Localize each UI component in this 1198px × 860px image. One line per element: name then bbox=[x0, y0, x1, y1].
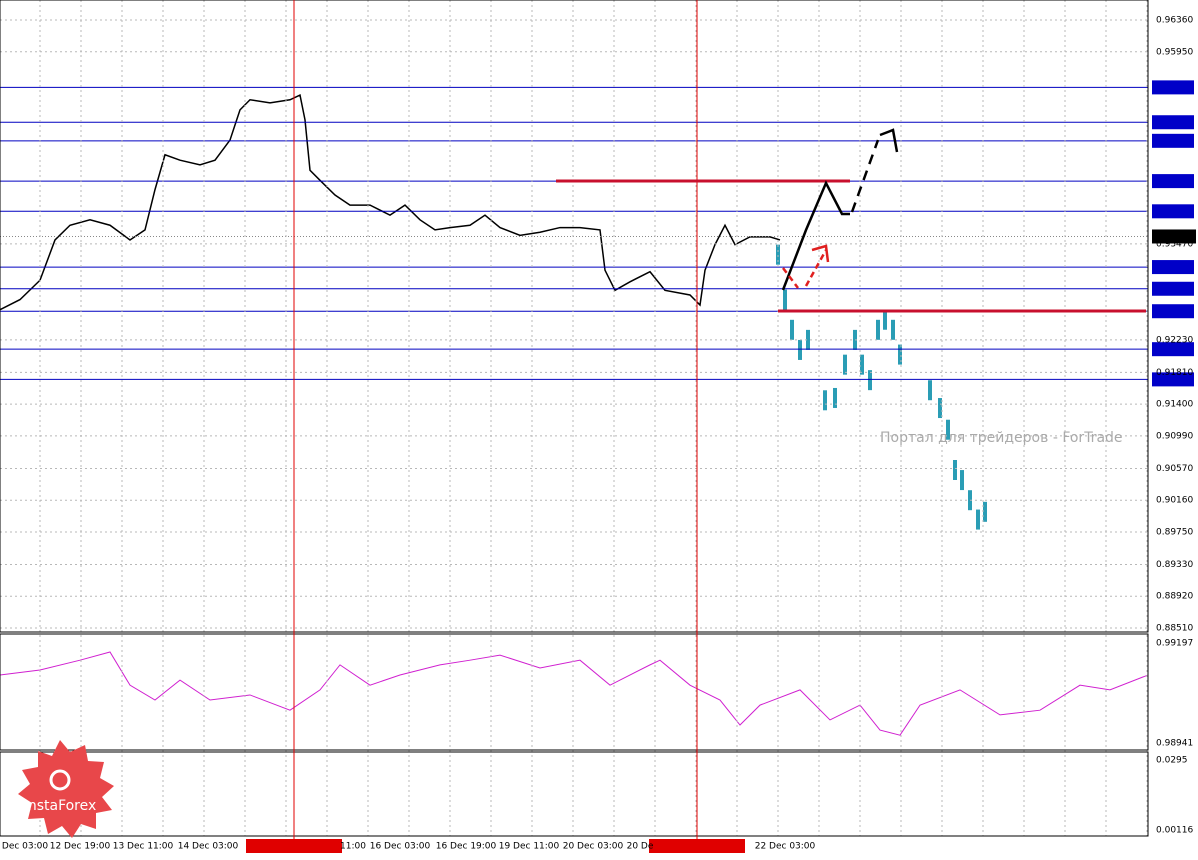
forecast-bar bbox=[891, 319, 895, 340]
y-tick-label: 0.89330 bbox=[1156, 560, 1193, 570]
y-tick-label: 0.90160 bbox=[1156, 496, 1193, 506]
y-tick-label: 0.00116 bbox=[1156, 826, 1193, 836]
forecast-bar bbox=[798, 339, 802, 360]
y-tick-label: 0.91400 bbox=[1156, 400, 1193, 410]
scenario-arrow bbox=[850, 139, 880, 213]
forecast-bar bbox=[876, 319, 880, 340]
y-tick-label: 0.90570 bbox=[1156, 464, 1193, 474]
x-tick-label: 12 Dec 19:00 bbox=[50, 842, 111, 852]
current-box bbox=[1152, 229, 1196, 244]
logo-text: InstaForex bbox=[24, 798, 97, 814]
forecast-bar bbox=[868, 370, 872, 391]
level-box bbox=[1152, 115, 1194, 130]
forecast-bar bbox=[938, 398, 942, 419]
scenario-arrow bbox=[781, 180, 850, 291]
forecast-bar bbox=[860, 354, 864, 375]
y-tick-label: 0.93470 bbox=[1156, 239, 1193, 249]
y-tick-label: 0.91810 bbox=[1156, 368, 1193, 378]
volume-panel bbox=[0, 751, 1149, 837]
y-tick-label: 0.99197 bbox=[1156, 639, 1193, 649]
x-tick-label: 16 Dec 03:00 bbox=[370, 842, 431, 852]
forecast-bar bbox=[806, 329, 810, 350]
x-tick-label: 13 Dec 11:00 bbox=[113, 842, 174, 852]
logo: InstaForex bbox=[18, 740, 114, 838]
forecast-bar bbox=[898, 344, 902, 365]
forecast-bar bbox=[928, 380, 932, 401]
forecast-bar bbox=[976, 509, 980, 530]
forecast-bar bbox=[883, 309, 887, 330]
forecast-bar bbox=[960, 470, 964, 491]
forecast-bar bbox=[946, 419, 950, 440]
x-tick-label: 22 Dec 03:00 bbox=[755, 842, 816, 852]
y-tick-label: 0.95950 bbox=[1156, 47, 1193, 57]
x-tick-label: 20 De bbox=[627, 842, 654, 852]
forecast-bar bbox=[823, 390, 827, 411]
logo-icon bbox=[49, 769, 71, 791]
arrow-head bbox=[879, 128, 899, 153]
marker-box bbox=[246, 839, 342, 853]
logo-badge bbox=[18, 740, 114, 838]
level-box bbox=[1152, 80, 1194, 95]
indicator-line bbox=[0, 651, 1149, 736]
x-tick-label: 19 Dec 11:00 bbox=[499, 842, 560, 852]
main-panel bbox=[0, 0, 1149, 633]
scenario-arrow-red bbox=[782, 267, 799, 289]
y-tick-label: 0.89750 bbox=[1156, 527, 1193, 537]
forecast-bar bbox=[783, 289, 787, 310]
level-box bbox=[1152, 281, 1194, 296]
level-box bbox=[1152, 260, 1194, 275]
forecast-bar bbox=[843, 354, 847, 375]
y-tick-label: 0.0295 bbox=[1156, 756, 1188, 766]
level-box bbox=[1152, 372, 1194, 387]
y-tick-label: 0.92230 bbox=[1156, 335, 1193, 345]
forecast-bar bbox=[983, 501, 987, 522]
y-tick-label: 0.88510 bbox=[1156, 624, 1193, 634]
indicator-panel bbox=[0, 633, 1149, 751]
y-tick-label: 0.90990 bbox=[1156, 431, 1193, 441]
y-tick-label: 0.96360 bbox=[1156, 16, 1193, 26]
level-box bbox=[1152, 342, 1194, 357]
forecast-bar bbox=[790, 319, 794, 340]
forecast-bar bbox=[833, 387, 837, 408]
forecast-bar bbox=[953, 459, 957, 480]
watermark: Портал для трейдеров - ForTrade bbox=[880, 430, 1123, 446]
x-tick-label: 20 Dec 03:00 bbox=[563, 842, 624, 852]
x-tick-label: 16 Dec 19:00 bbox=[436, 842, 497, 852]
y-tick-label: 0.98941 bbox=[1156, 739, 1193, 749]
price-line bbox=[0, 94, 781, 311]
level-box bbox=[1152, 174, 1194, 189]
x-tick-label: Dec 03:00 bbox=[2, 842, 48, 852]
level-box bbox=[1152, 133, 1194, 148]
forecast-bar bbox=[776, 244, 780, 265]
marker-box bbox=[649, 839, 745, 853]
level-box bbox=[1152, 204, 1194, 219]
x-tick-label: 14 Dec 03:00 bbox=[178, 842, 239, 852]
arrow-head bbox=[811, 244, 830, 263]
y-tick-label: 0.88920 bbox=[1156, 592, 1193, 602]
x-tick-label: 11:00 bbox=[340, 842, 366, 852]
level-box bbox=[1152, 304, 1194, 319]
scenario-arrow-red bbox=[804, 249, 828, 287]
